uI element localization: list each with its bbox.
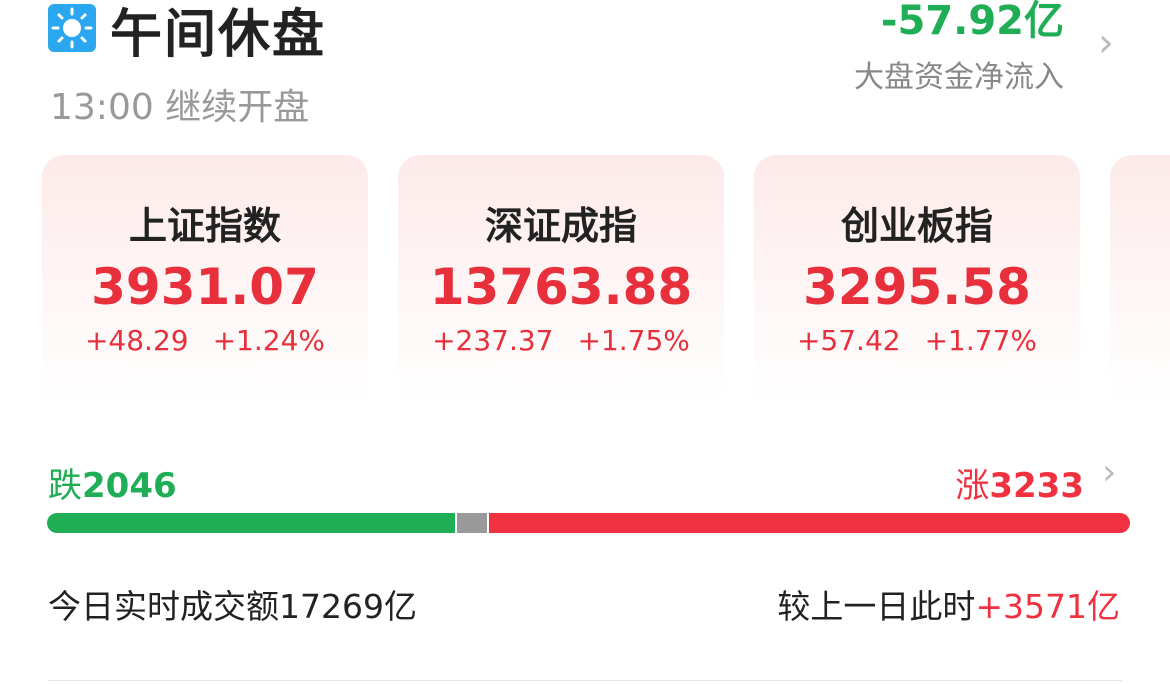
- index-value: 3931.07: [91, 258, 319, 316]
- capital-flow-value[interactable]: -57.92亿: [880, 0, 1064, 44]
- decline-bar: [47, 513, 455, 533]
- resume-info: 13:00 继续开盘: [50, 78, 309, 130]
- page-title: 午间休盘: [110, 5, 327, 65]
- sun-icon: [48, 4, 96, 52]
- index-value: 13763.88: [429, 258, 693, 316]
- advancers-count[interactable]: 涨3233: [955, 458, 1084, 507]
- up-label: 涨: [955, 466, 990, 506]
- index-pct: +1.77%: [924, 324, 1038, 357]
- resume-time: 13:00: [50, 87, 154, 128]
- down-label: 跌: [48, 466, 82, 506]
- chevron-right-icon[interactable]: ›: [1098, 20, 1114, 66]
- index-name: 创业板指: [840, 204, 993, 248]
- index-change: +57.42: [796, 324, 901, 357]
- turnover-compare: 较上一日此时+3571亿: [777, 580, 1120, 628]
- index-card[interactable]: 创业板指 3295.58 +57.42 +1.77%: [754, 155, 1080, 415]
- chevron-right-icon[interactable]: ›: [1102, 452, 1117, 493]
- turnover-label: 今日实时成交额17269亿: [48, 587, 417, 626]
- index-change: +237.37: [432, 324, 554, 357]
- resume-text: 继续开盘: [165, 87, 310, 128]
- capital-flow-label[interactable]: 大盘资金净流入: [854, 60, 1064, 95]
- down-value: 2046: [82, 466, 177, 506]
- index-name: 深证成指: [484, 204, 637, 248]
- advance-bar: [489, 513, 1130, 533]
- up-value: 3233: [989, 466, 1084, 506]
- index-card[interactable]: 深证成指 13763.88 +237.37 +1.75%: [398, 155, 724, 415]
- index-name: 上证指数: [128, 204, 281, 248]
- index-change: +48.29: [84, 324, 189, 357]
- compare-label: 较上一日此时: [777, 587, 976, 626]
- index-pct: +1.24%: [212, 324, 326, 357]
- decliners-count[interactable]: 跌2046: [48, 458, 177, 507]
- compare-value: +3571亿: [975, 587, 1120, 626]
- index-card-partial[interactable]: [1110, 155, 1170, 415]
- flat-bar: [457, 513, 487, 533]
- index-pct: +1.75%: [577, 324, 690, 357]
- divider: [48, 680, 1122, 681]
- index-card[interactable]: 上证指数 3931.07 +48.29 +1.24%: [42, 155, 368, 415]
- index-value: 3295.58: [803, 258, 1031, 316]
